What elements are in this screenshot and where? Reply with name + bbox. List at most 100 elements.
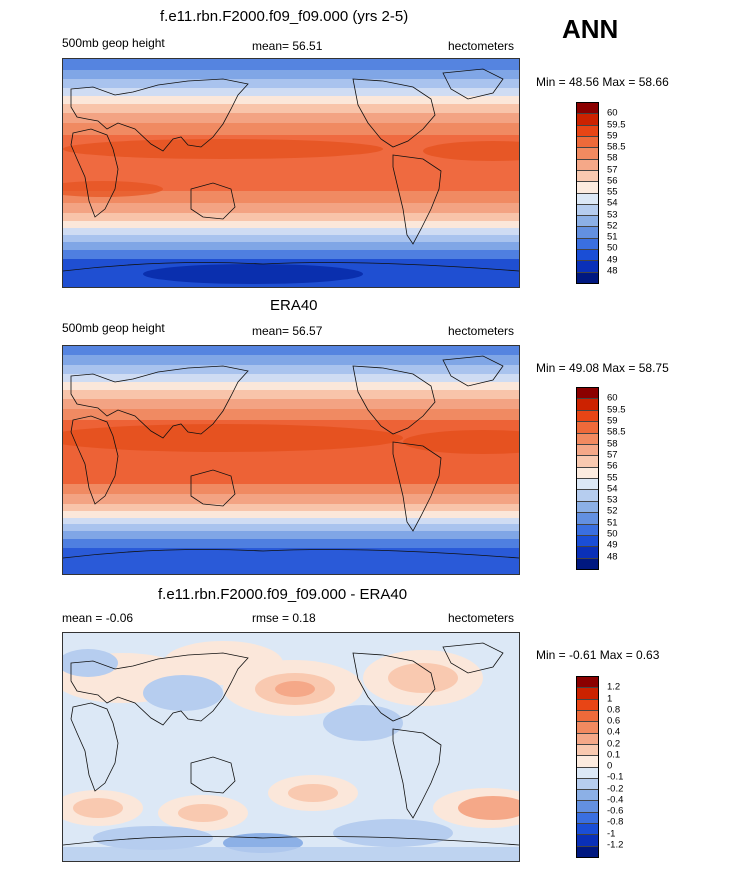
panel-diff-rmse: rmse = 0.18	[252, 611, 316, 625]
colorbar-tick-label: 59	[607, 130, 618, 142]
colorbar-tick-label: 0.2	[607, 738, 621, 749]
diff-colorbar	[576, 676, 599, 858]
obs-colorbar	[576, 387, 599, 570]
panel-diff-title: f.e11.rbn.F2000.f09_f09.000 - ERA40	[158, 586, 408, 603]
colorbar-swatch	[577, 114, 598, 126]
colorbar-swatch	[577, 272, 598, 283]
colorbar-swatch	[577, 125, 598, 137]
colorbar-tick-label: 58.5	[607, 141, 626, 153]
colorbar-swatch	[577, 733, 598, 745]
colorbar-tick-label: 1.2	[607, 681, 621, 693]
colorbar-tick-label: 50	[607, 528, 618, 540]
colorbar-swatch	[577, 433, 598, 445]
colorbar-swatch	[577, 756, 598, 768]
colorbar-tick-label: 55	[607, 186, 618, 198]
colorbar-tick-label: -0.6	[607, 805, 624, 817]
colorbar-swatch	[577, 422, 598, 434]
colorbar-tick-label: 50	[607, 242, 618, 254]
panel-obs-title: ERA40	[270, 297, 318, 314]
colorbar-swatch	[577, 159, 598, 171]
colorbar-tick-label: -0.4	[607, 794, 624, 806]
colorbar-tick-label: 57	[607, 164, 618, 175]
panel-obs-variable: 500mb geop height	[62, 321, 165, 335]
colorbar-tick-label: 59.5	[607, 119, 626, 130]
panel-model-variable: 500mb geop height	[62, 36, 165, 50]
colorbar-swatch	[577, 250, 598, 262]
colorbar-tick-label: 59	[607, 415, 618, 427]
panel-model-title: f.e11.rbn.F2000.f09_f09.000 (yrs 2-5)	[160, 8, 409, 25]
colorbar-swatch	[577, 824, 598, 836]
colorbar-swatch	[577, 812, 598, 825]
panel-obs-minmax: Min = 49.08 Max = 58.75	[536, 361, 669, 375]
colorbar-tick-label: -0.1	[607, 771, 624, 783]
colorbar-tick-label: -1	[607, 828, 616, 839]
colorbar-tick-label: 58.5	[607, 426, 626, 438]
colorbar-swatch	[577, 182, 598, 194]
colorbar-tick-label: 0.8	[607, 704, 621, 716]
colorbar-swatch	[577, 193, 598, 205]
colorbar-swatch	[577, 722, 598, 734]
colorbar-swatch	[577, 136, 598, 149]
season-label: ANN	[562, 14, 619, 44]
colorbar-swatch	[577, 835, 598, 847]
colorbar-tick-label: 49	[607, 254, 618, 265]
colorbar-swatch	[577, 524, 598, 536]
colorbar-tick-label: 48	[607, 551, 618, 563]
diff-map	[62, 632, 520, 862]
colorbar-tick-label: 58	[607, 438, 618, 450]
colorbar-swatch	[577, 501, 598, 514]
colorbar-swatch	[577, 513, 598, 525]
colorbar-tick-label: 52	[607, 505, 618, 517]
panel-model-units: hectometers	[448, 39, 515, 53]
colorbar-swatch	[577, 490, 598, 502]
colorbar-swatch	[577, 778, 598, 791]
colorbar-swatch	[577, 261, 598, 273]
colorbar-tick-label: 52	[607, 220, 618, 232]
colorbar-swatch	[577, 535, 598, 548]
colorbar-swatch	[577, 456, 598, 468]
colorbar-tick-label: 53	[607, 209, 618, 220]
colorbar-tick-label: 51	[607, 231, 618, 243]
panel-obs-units: hectometers	[448, 324, 515, 338]
colorbar-swatch	[577, 170, 598, 183]
colorbar-tick-label: 48	[607, 265, 618, 277]
panel-diff-mean: mean = -0.06	[62, 611, 134, 625]
colorbar-swatch	[577, 148, 598, 160]
colorbar-swatch	[577, 846, 598, 857]
colorbar-tick-label: 0	[607, 760, 613, 772]
colorbar-swatch	[577, 227, 598, 239]
colorbar-tick-label: 60	[607, 392, 618, 404]
model-map	[62, 58, 520, 288]
colorbar-swatch	[577, 103, 598, 115]
colorbar-tick-label: 1	[607, 693, 613, 704]
colorbar-tick-label: 53	[607, 494, 618, 506]
colorbar-swatch	[577, 710, 598, 723]
colorbar-swatch	[577, 677, 598, 689]
colorbar-swatch	[577, 479, 598, 491]
colorbar-swatch	[577, 410, 598, 423]
model-colorbar	[576, 102, 599, 284]
colorbar-tick-label: 0.6	[607, 715, 621, 727]
colorbar-tick-label: 60	[607, 107, 618, 119]
colorbar-swatch	[577, 547, 598, 559]
colorbar-swatch	[577, 238, 598, 251]
colorbar-tick-label: 0.1	[607, 749, 621, 761]
colorbar-tick-label: 57	[607, 449, 618, 461]
panel-obs-mean: mean= 56.57	[252, 324, 323, 338]
colorbar-swatch	[577, 801, 598, 813]
colorbar-tick-label: 56	[607, 460, 618, 472]
colorbar-tick-label: 49	[607, 539, 618, 551]
panel-model-minmax: Min = 48.56 Max = 58.66	[536, 75, 669, 89]
colorbar-tick-label: 55	[607, 472, 618, 483]
colorbar-tick-label: 58	[607, 152, 618, 164]
panel-diff-minmax: Min = -0.61 Max = 0.63	[536, 648, 660, 662]
panel-diff-units: hectometers	[448, 611, 515, 625]
colorbar-tick-label: 54	[607, 483, 618, 495]
colorbar-tick-label: 59.5	[607, 404, 626, 416]
colorbar-swatch	[577, 790, 598, 802]
obs-map	[62, 345, 520, 575]
colorbar-swatch	[577, 744, 598, 757]
panel-model-mean: mean= 56.51	[252, 39, 323, 53]
colorbar-tick-label: -0.2	[607, 783, 624, 794]
colorbar-swatch	[577, 558, 598, 569]
